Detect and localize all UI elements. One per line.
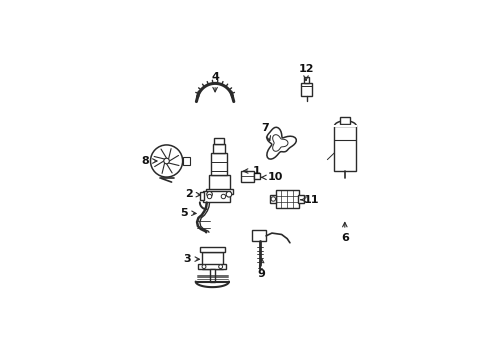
Text: 2: 2	[185, 189, 200, 199]
Text: 6: 6	[341, 222, 349, 243]
Text: 8: 8	[141, 156, 157, 166]
Text: 11: 11	[301, 195, 319, 205]
Bar	[212, 153, 227, 175]
Bar	[270, 195, 276, 203]
Bar	[183, 157, 191, 165]
Bar	[334, 126, 356, 171]
Polygon shape	[272, 135, 288, 151]
Bar	[252, 230, 266, 242]
Bar	[341, 117, 350, 124]
Bar	[254, 174, 260, 179]
Circle shape	[221, 194, 225, 199]
Bar	[241, 171, 254, 182]
Bar	[301, 82, 312, 96]
Circle shape	[207, 192, 212, 197]
Text: 5: 5	[180, 208, 196, 218]
Text: 12: 12	[298, 64, 314, 80]
Bar	[203, 191, 230, 202]
Bar	[213, 144, 225, 153]
Bar	[214, 138, 224, 144]
Bar	[210, 269, 215, 282]
Text: 9: 9	[258, 258, 266, 279]
Bar	[206, 189, 233, 194]
Bar	[276, 190, 298, 208]
Bar	[200, 192, 204, 200]
Polygon shape	[267, 127, 296, 159]
Circle shape	[164, 158, 170, 164]
Circle shape	[202, 265, 206, 269]
Bar	[304, 77, 309, 82]
Circle shape	[150, 145, 183, 177]
Text: 3: 3	[184, 254, 199, 264]
Bar	[298, 195, 303, 203]
Circle shape	[219, 265, 222, 269]
Bar	[202, 252, 223, 269]
Bar	[200, 247, 225, 252]
Bar	[209, 175, 230, 194]
Circle shape	[207, 194, 212, 199]
Bar	[198, 264, 226, 269]
Text: 10: 10	[262, 172, 283, 183]
Text: 7: 7	[262, 123, 270, 140]
Circle shape	[226, 192, 232, 197]
Circle shape	[271, 197, 275, 201]
Text: 1: 1	[244, 166, 261, 176]
Text: 4: 4	[211, 72, 219, 92]
